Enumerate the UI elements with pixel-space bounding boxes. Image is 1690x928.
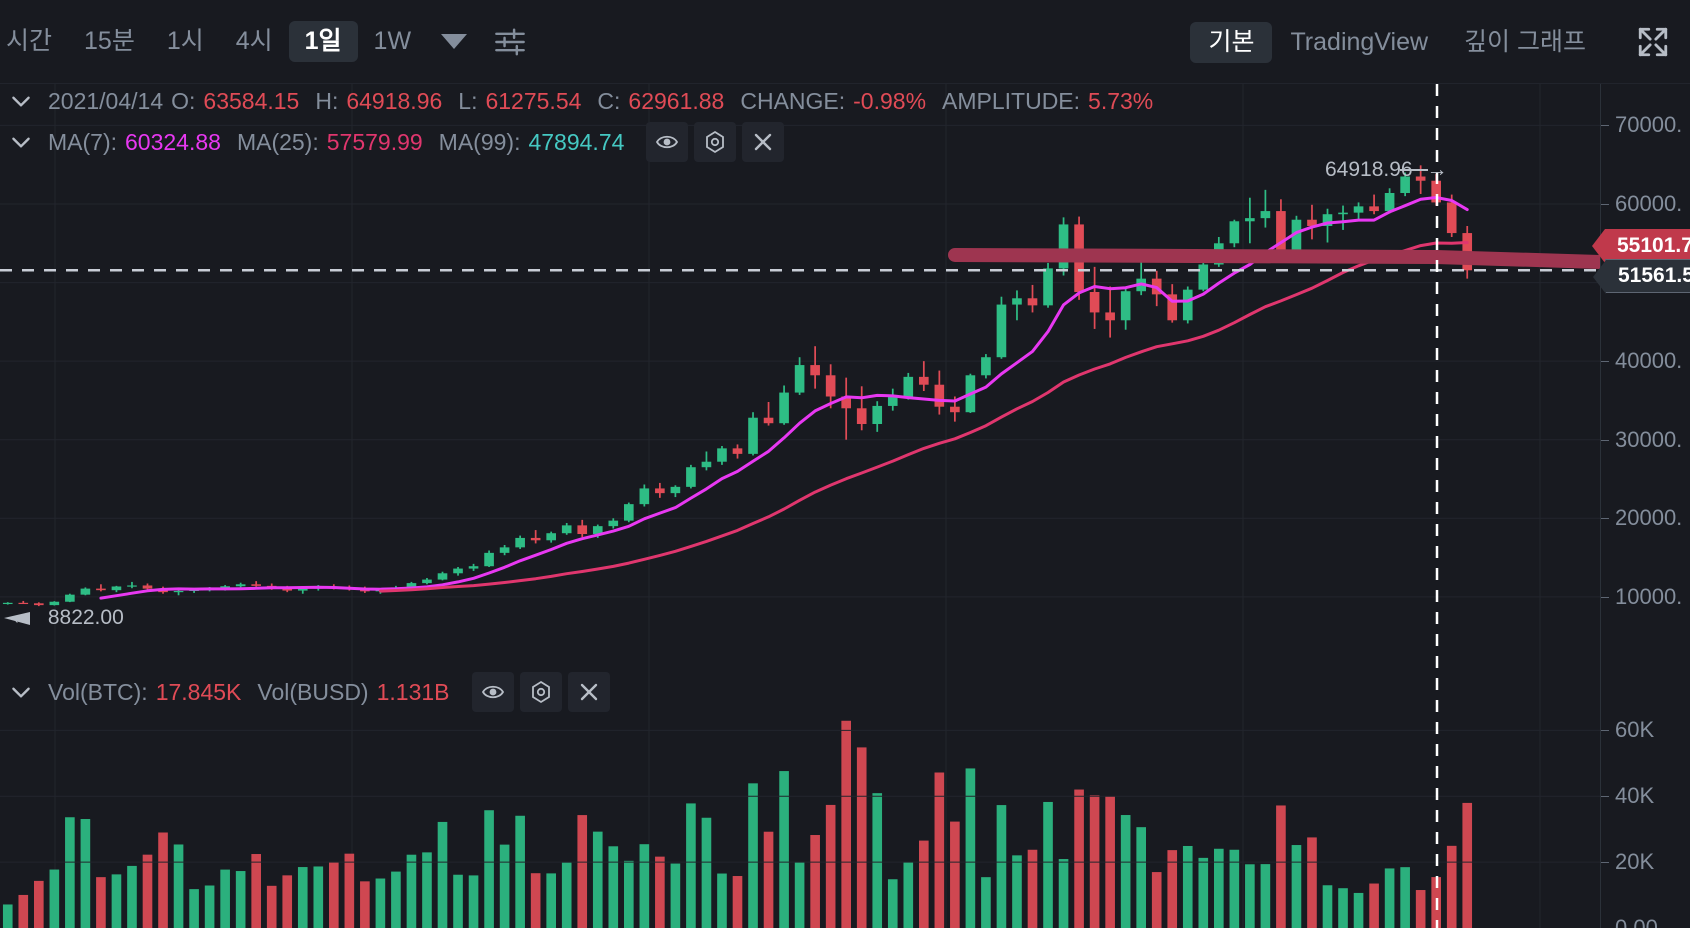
volume-axis-tick: 60K [1615,717,1655,743]
period-high-annotation: 64918.96 → [1325,158,1447,182]
ohlc-date: 2021/04/14 [48,87,164,114]
price-axis-tick-mark [1601,596,1609,598]
volume-axis-tick-mark [1601,796,1609,798]
price-axis-tick-mark [1601,439,1609,441]
timeframe-hour[interactable]: 시간 [6,27,53,55]
open-value: 63584.15 [203,87,300,114]
price-axis[interactable]: 70000. 60000. 40000. 30000. 20000. 10000. 60K 4… [1592,84,1690,928]
volume-axis-tick-mark [1601,730,1609,732]
price-axis-tick: 60000. [1615,191,1683,216]
period-low-value: 8822.00 [47,606,124,629]
price-axis-tick: 40000. [1615,348,1683,374]
low-label: L: [458,87,478,114]
period-low-annotation: ← 8822.00 [8,600,124,631]
arrow-right-icon: → [1426,158,1448,181]
open-label: O: [171,87,196,114]
ma99-label: MA(99): [438,128,521,155]
timeframe-1w[interactable]: 1W [373,27,412,55]
view-basic[interactable]: 기본 [1190,21,1273,63]
price-axis-tick-mark [1601,361,1609,363]
volume-btc-value: 17.845K [155,678,242,705]
price-axis-tick-mark [1601,125,1609,127]
change-value: -0.98% [853,87,927,114]
settings-gear-icon[interactable] [519,672,562,712]
volume-btc-label: Vol(BTC): [48,678,148,705]
high-value: 64918.96 [346,87,443,114]
ma7-value: 60324.88 [125,128,221,155]
view-depth-chart[interactable]: 깊이 그래프 [1464,27,1586,56]
amplitude-label: AMPLITUDE: [942,87,1081,114]
volume-legend: Vol(BTC): 17.845K Vol(BUSD) 1.131B [8,672,616,712]
price-axis-tick: 30000. [1615,426,1683,452]
eye-visibility-icon[interactable] [471,672,514,712]
chart-toolbar: 시간 15분 1시 4시 1일 1W [0,0,1690,84]
volume-axis-tick: 20K [1615,849,1655,875]
ma99-value: 47894.74 [528,128,625,155]
timeframe-15m[interactable]: 15분 [84,27,135,55]
view-mode-group: 기본 TradingView 깊이 그래프 [1190,0,1680,84]
eye-visibility-icon[interactable] [646,122,689,162]
fullscreen-expand-icon[interactable] [1632,21,1674,63]
chart-svg-layer [0,84,1600,928]
price-axis-tick: 10000. [1615,583,1683,609]
ma-price-tag: 55101.7 [1592,229,1690,263]
close-x-icon[interactable] [567,672,610,712]
volume-axis-tick: 0.00 [1615,915,1658,928]
moving-average-legend: MA(7): 60324.88 MA(25): 57579.99 MA(99):… [8,122,790,162]
amplitude-value: 5.73% [1088,87,1154,114]
close-value: 62961.88 [628,87,725,114]
period-high-value: 64918.96 [1325,158,1413,181]
ohlc-legend: 2021/04/14 O: 63584.15 H: 64918.96 L: 61… [8,88,1169,114]
ma25-label: MA(25): [236,128,319,155]
settings-gear-icon[interactable] [694,122,737,162]
chart-settings-sliders-icon[interactable] [489,23,531,61]
timeframe-1d[interactable]: 1일 [288,21,358,62]
volume-busd-value: 1.131B [376,678,450,705]
price-axis-tick-mark [1601,518,1609,520]
low-value: 61275.54 [485,87,582,114]
collapse-ohlc-caret-icon[interactable] [8,88,34,114]
arrow-left-icon: ← [8,600,34,630]
collapse-ma-caret-icon[interactable] [8,129,34,155]
volume-axis-tick-mark [1601,862,1609,864]
close-label: C: [597,87,621,114]
collapse-volume-caret-icon[interactable] [8,679,34,705]
ma25-value: 57579.99 [326,128,423,155]
price-axis-tick: 70000. [1615,112,1683,138]
price-axis-tick-mark [1601,204,1609,205]
price-axis-tick: 20000. [1615,505,1683,531]
volume-busd-label: Vol(BUSD) [257,678,369,705]
close-x-icon[interactable] [742,122,785,162]
current-price-tag: 51561.5 [1593,259,1690,294]
candlestick-chart-canvas[interactable] [0,84,1600,928]
timeframe-group: 시간 15분 1시 4시 1일 1W [0,21,531,62]
timeframe-4h[interactable]: 4시 [235,27,273,55]
ma7-label: MA(7): [48,128,117,155]
timeframe-1h[interactable]: 1시 [166,27,204,55]
chevron-down-icon[interactable] [441,34,468,49]
volume-axis-tick: 40K [1615,783,1655,809]
change-label: CHANGE: [740,87,846,114]
view-tradingview[interactable]: TradingView [1290,27,1429,56]
high-label: H: [315,87,339,114]
